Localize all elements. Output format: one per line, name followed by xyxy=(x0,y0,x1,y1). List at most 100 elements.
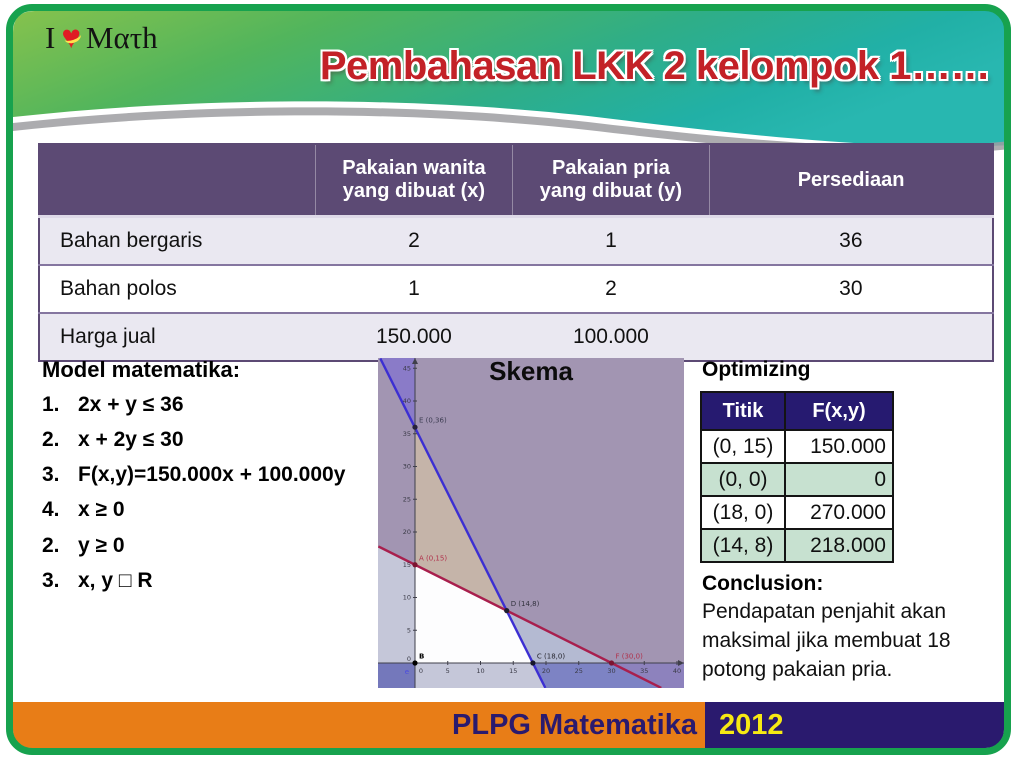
tick-label: 5 xyxy=(407,626,411,634)
tick-label: 10 xyxy=(476,667,484,675)
tick-label: 45 xyxy=(403,364,411,372)
row-label: Bahan polos xyxy=(60,277,177,300)
opt-fxy: 0 xyxy=(784,462,894,497)
table-row: Bahan bergaris 2 1 36 xyxy=(39,216,993,265)
tick-label: 40 xyxy=(673,667,681,675)
tick-label: 35 xyxy=(640,667,648,675)
tick-label: 25 xyxy=(403,495,411,503)
region-below-axis-mid xyxy=(533,663,661,688)
constraint-line-x+2y=30 xyxy=(377,545,662,689)
cell-x: 2 xyxy=(408,229,420,252)
opt-fxy: 270.000 xyxy=(784,495,894,530)
opt-titik: (0, 0) xyxy=(700,462,786,497)
region-left-strip xyxy=(378,546,415,663)
list-item: 2. y ≥ 0 xyxy=(42,534,382,558)
cell-persediaan xyxy=(710,313,993,361)
row-label: Bahan bergaris xyxy=(60,229,203,252)
tick-label: 20 xyxy=(403,528,411,536)
tick-label: 15 xyxy=(403,561,411,569)
cell-persediaan: 30 xyxy=(839,277,863,300)
col-header-pria: Pakaian pria yang dibuat (y) xyxy=(511,144,710,217)
list-item: 4. x ≥ 0 xyxy=(42,498,382,522)
col-header-wanita: Pakaian wanita yang dibuat (x) xyxy=(315,144,513,217)
point-label-C: C (18,0) xyxy=(537,653,565,661)
item-text: 2x + y ≤ 36 xyxy=(78,393,184,416)
point-label-B: B xyxy=(419,653,424,661)
row-label: Harga jual xyxy=(60,325,156,348)
cell-y: 1 xyxy=(605,229,617,252)
region-below-axis-left xyxy=(415,663,545,688)
origin-label-y: 0 xyxy=(407,655,411,663)
opt-titik: (14, 8) xyxy=(700,528,786,563)
table-row: Bahan polos 1 2 30 xyxy=(39,265,993,313)
opt-header-row: Titik F(x,y) xyxy=(700,391,894,431)
tick-label: 5 xyxy=(446,667,450,675)
heart-icon: ♥ xyxy=(61,19,81,56)
item-number: 2. xyxy=(42,428,60,452)
item-text: x ≥ 0 xyxy=(78,498,125,522)
item-number: 4. xyxy=(42,498,60,522)
footer-year-bar: 2012 xyxy=(705,702,1004,748)
materials-table: Pakaian wanita yang dibuat (x) Pakaian p… xyxy=(38,143,994,362)
optimizing-heading: Optimizing xyxy=(702,358,811,381)
opt-row: (0, 15) 150.000 xyxy=(700,429,894,464)
item-number: 1. xyxy=(42,393,60,416)
model-matematika-section: Model matematika: 1. 2x + y ≤ 36 2. x + … xyxy=(42,357,382,604)
list-item: 2. x + 2y ≤ 30 xyxy=(42,428,382,452)
conclusion-text: Pendapatan penjahit akan maksimal jika m… xyxy=(702,600,951,681)
header-wave-stripe xyxy=(13,107,1011,155)
axis-glyph: e xyxy=(405,668,409,676)
constraint-line-2x+y=36 xyxy=(379,357,547,689)
point-D xyxy=(504,608,510,614)
item-text: F(x,y)=150.000x + 100.000y xyxy=(78,463,346,487)
point-A xyxy=(412,562,418,568)
item-number: 3. xyxy=(42,463,60,487)
tick-label: 30 xyxy=(403,463,411,471)
list-item: 3. F(x,y)=150.000x + 100.000y xyxy=(42,463,382,487)
item-text: x + 2y ≤ 30 xyxy=(78,428,184,452)
origin-label-x: 0 xyxy=(419,667,423,675)
cell-y: 100.000 xyxy=(572,325,649,348)
opt-row: (0, 0) 0 xyxy=(700,462,894,497)
logo: I ♥ Mατh xyxy=(45,20,158,56)
cell-x: 150.000 xyxy=(375,325,452,348)
tick-label: 15 xyxy=(509,667,517,675)
header-green-area xyxy=(13,11,1011,147)
logo-text-i: I xyxy=(45,20,56,55)
region-below-axis-corner xyxy=(378,663,415,688)
opt-fxy: 150.000 xyxy=(784,429,894,464)
tick-label: 25 xyxy=(575,667,583,675)
tick-label: 35 xyxy=(403,430,411,438)
region-below-axis-right xyxy=(611,663,684,688)
point-E xyxy=(412,424,418,430)
list-item: 3. x, y □ R xyxy=(42,569,382,593)
item-number: 2. xyxy=(42,533,60,557)
table-header-row: Pakaian wanita yang dibuat (x) Pakaian p… xyxy=(39,144,993,217)
footer-course-label: PLPG Matematika xyxy=(452,708,697,741)
col-header-empty xyxy=(39,144,316,217)
footer-year-label: 2012 xyxy=(719,708,784,741)
point-B xyxy=(412,660,418,666)
point-label-A: A (0,15) xyxy=(419,554,447,562)
opt-titik: (18, 0) xyxy=(700,495,786,530)
cell-y: 2 xyxy=(605,277,617,300)
footer-course-bar: PLPG Matematika xyxy=(13,702,705,748)
point-F xyxy=(608,660,615,666)
opt-row: (18, 0) 270.000 xyxy=(700,495,894,530)
point-label-F: F (30,0) xyxy=(616,653,644,661)
point-label-E: E (0,36) xyxy=(419,417,447,425)
item-text: y ≥ 0 xyxy=(78,533,125,557)
optimizing-table: Titik F(x,y) (0, 15) 150.000 (0, 0) 0 (1… xyxy=(700,391,894,563)
tick-label: 30 xyxy=(607,667,615,675)
table-row: Harga jual 150.000 100.000 xyxy=(39,313,993,361)
page-title: Pembahasan LKK 2 kelompok 1…… xyxy=(319,44,991,88)
skema-plot: 5 10 15 20 25 30 35 40 5 10 15 20 25 30 35 40 45 00 e E (0,… xyxy=(377,357,684,689)
logo-text-math: Mατh xyxy=(85,20,158,55)
tick-label: 40 xyxy=(403,397,411,405)
item-text: x, y □ R xyxy=(78,568,153,592)
col-header-persediaan: Persediaan xyxy=(709,144,993,217)
tick-label: 10 xyxy=(403,594,411,602)
cell-x: 1 xyxy=(408,277,420,300)
cell-persediaan: 36 xyxy=(839,229,863,252)
